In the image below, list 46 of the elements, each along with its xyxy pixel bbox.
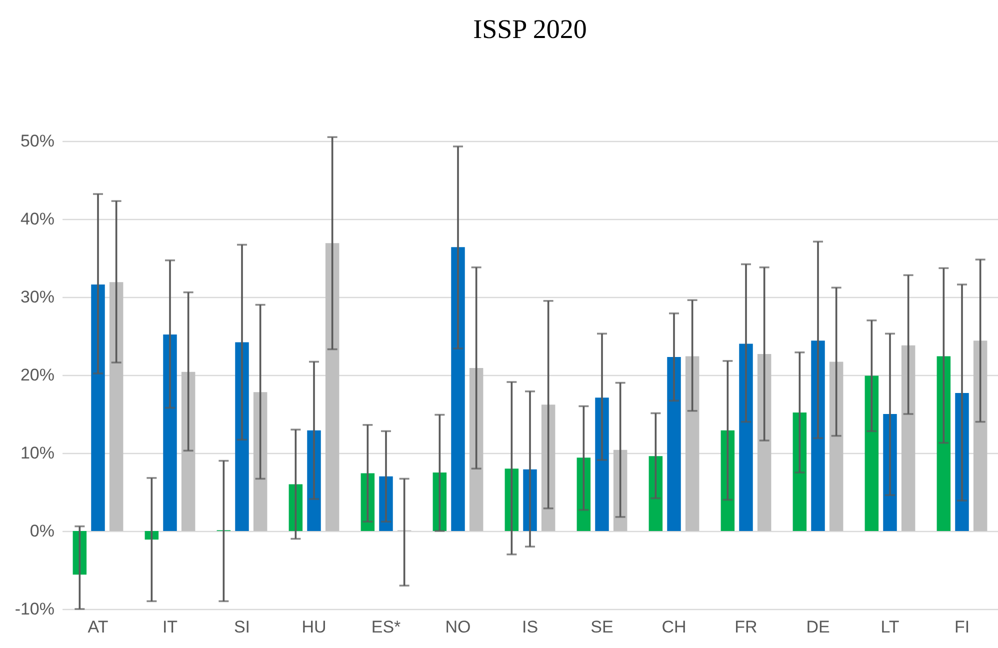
bar: [864, 376, 879, 531]
x-tick-label: HU: [302, 618, 326, 636]
bar: [576, 458, 591, 531]
bar: [469, 368, 484, 531]
x-tick-label: IS: [522, 618, 538, 636]
x-tick-label: IT: [162, 618, 178, 636]
x-tick-label: NO: [445, 618, 471, 636]
bar: [91, 284, 105, 531]
bar: [595, 398, 609, 531]
bar: [792, 412, 807, 531]
x-tick-label: FR: [734, 618, 758, 636]
x-tick-label: SE: [590, 618, 614, 636]
y-tick-label: 0%: [30, 522, 54, 540]
bar: [235, 342, 249, 531]
bar: [811, 340, 825, 531]
y-tick-label: 10%: [20, 444, 54, 462]
x-tick-label: FI: [954, 618, 970, 636]
bar: [667, 357, 681, 531]
y-tick-label: -10%: [14, 600, 54, 618]
bar: [739, 344, 753, 531]
bar: [253, 392, 268, 531]
bar: [181, 372, 196, 531]
x-tick-label: DE: [806, 618, 830, 636]
x-tick-label: AT: [88, 618, 108, 636]
y-tick-label: 30%: [20, 288, 54, 306]
chart-title: ISSP 2020: [473, 14, 587, 44]
x-tick-label: CH: [662, 618, 686, 636]
x-tick-label: SI: [234, 618, 250, 636]
bar: [720, 430, 735, 531]
bar: [936, 356, 951, 531]
bar: [109, 282, 124, 531]
y-tick-label: 50%: [20, 132, 54, 150]
bar: [685, 356, 700, 531]
bar: [757, 354, 772, 531]
x-tick-label: ES*: [371, 618, 402, 636]
bar: [829, 362, 844, 531]
y-tick-label: 40%: [20, 210, 54, 228]
bar: [541, 404, 556, 531]
y-tick-label: 20%: [20, 366, 54, 384]
bar: [901, 345, 916, 531]
bar: [163, 334, 177, 531]
bar: [451, 247, 465, 531]
x-tick-label: LT: [880, 618, 900, 636]
bar: [325, 243, 340, 531]
bar: [973, 340, 988, 531]
bar: [648, 456, 663, 531]
